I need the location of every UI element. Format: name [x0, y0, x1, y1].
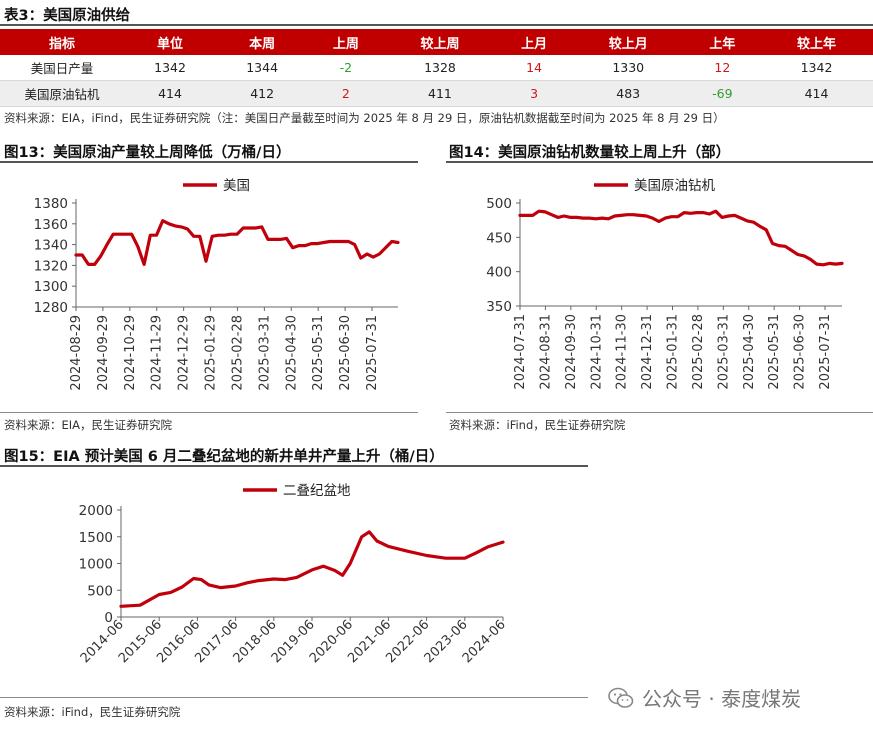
y-tick-label: 1280 — [34, 300, 68, 316]
header-last-year: 上年 — [684, 29, 760, 55]
table-cell: 3 — [496, 80, 572, 107]
fig15-bottom-rule — [0, 697, 588, 698]
series-line — [518, 209, 844, 267]
y-tick-label: 400 — [486, 265, 512, 281]
table-cell: 414 — [124, 80, 217, 107]
wechat-icon — [608, 687, 634, 708]
x-tick-label: 2024-12-29 — [177, 315, 192, 391]
x-tick-label: 2025-05-31 — [311, 315, 326, 391]
table-title: 表3：美国原油供给 — [4, 8, 131, 24]
x-tick-label: 2025-06-30 — [793, 314, 808, 390]
table-cell: 411 — [383, 80, 497, 107]
legend-label: 美国 — [223, 178, 250, 194]
y-tick-label: 450 — [486, 230, 512, 246]
x-tick-label: 2025-02-28 — [230, 315, 245, 391]
table-cell: 美国日产量 — [0, 55, 124, 81]
table-source: 资料来源：EIA，iFind，民生证券研究院（注：美国日产量截至时间为 2025… — [4, 111, 725, 125]
fig13-source: 资料来源：EIA，民生证券研究院 — [4, 418, 173, 432]
table-cell: -69 — [684, 80, 760, 107]
fig15-chart: 二叠纪盆地05001000150020002014-062015-062016-… — [78, 483, 509, 666]
x-tick-label: 2024-11-29 — [150, 315, 165, 391]
x-tick-label: 2024-12-31 — [640, 314, 655, 390]
table-row: 美国原油钻机 414 412 2 411 3 483 -69 414 — [0, 80, 873, 107]
fig14-chart: 美国原油钻机 350 400 450 500 2024-07-31 2024-08-31 20… — [486, 178, 844, 390]
table-cell: 483 — [571, 80, 685, 107]
x-tick-label: 2025-01-29 — [204, 315, 219, 391]
y-tick-label: 1500 — [79, 530, 113, 546]
y-tick-label: 1320 — [34, 258, 68, 274]
x-tick-label: 2024-11-30 — [615, 314, 630, 390]
table-header-row: 指标 单位 本周 上周 较上周 上月 较上月 上年 较上年 — [0, 29, 873, 55]
watermark: 公众号 · 泰度煤炭 — [608, 683, 801, 712]
x-tick-label: 2025-04-30 — [742, 314, 757, 390]
fig13-title-rule — [0, 161, 418, 163]
x-tick-label: 2025-03-31 — [716, 314, 731, 390]
x-tick-label: 2024-08-29 — [69, 315, 84, 391]
supply-table: 指标 单位 本周 上周 较上周 上月 较上月 上年 较上年 美国日产量 1342… — [0, 29, 873, 107]
y-tick-label: 2000 — [79, 503, 113, 519]
fig15-title-rule — [0, 465, 588, 467]
y-tick-label: 1360 — [34, 217, 68, 233]
x-tick-label: 2024-09-30 — [564, 314, 579, 390]
x-tick-label: 2025-02-28 — [691, 314, 706, 390]
y-tick-label: 0 — [104, 610, 113, 626]
table-cell: 412 — [216, 80, 309, 107]
table-cell: 1344 — [216, 55, 309, 81]
fig14-source: 资料来源：iFind，民生证券研究院 — [449, 418, 626, 432]
y-tick-label: 1340 — [34, 238, 68, 254]
table-cell: 美国原油钻机 — [0, 80, 124, 107]
x-tick-label: 2024-08-31 — [538, 314, 553, 390]
y-tick-label: 1380 — [34, 196, 68, 212]
x-tick-label: 2025-01-31 — [666, 314, 681, 390]
x-tick-label: 2025-05-31 — [767, 314, 782, 390]
watermark-text: 公众号 · 泰度煤炭 — [642, 687, 802, 711]
y-tick-label: 1300 — [34, 279, 68, 295]
x-tick-label: 2024-09-29 — [96, 315, 111, 391]
header-vs-last-month: 较上月 — [571, 29, 685, 55]
header-vs-last-week: 较上周 — [383, 29, 497, 55]
legend-label: 美国原油钻机 — [634, 178, 715, 194]
table-cell: 1330 — [571, 55, 685, 81]
table-cell: 1342 — [124, 55, 217, 81]
fig14-title-rule — [446, 161, 873, 163]
table-cell: 414 — [760, 80, 873, 107]
x-tick-label: 2024-07-31 — [513, 314, 528, 390]
y-tick-label: 1000 — [79, 557, 113, 573]
header-last-week: 上周 — [308, 29, 384, 55]
fig14-title: 图14：美国原油钻机数量较上周上升（部） — [449, 145, 731, 161]
x-tick-label: 2025-04-30 — [284, 315, 299, 391]
series-line — [74, 219, 400, 267]
y-tick-label: 350 — [486, 299, 512, 315]
fig15-source: 资料来源：iFind，民生证券研究院 — [4, 705, 181, 719]
y-tick-label: 500 — [87, 583, 113, 599]
header-this-week: 本周 — [216, 29, 309, 55]
x-tick-label: 2025-06-30 — [338, 315, 353, 391]
header-unit: 单位 — [124, 29, 217, 55]
table-cell: 14 — [496, 55, 572, 81]
x-tick-label: 2025-07-31 — [818, 314, 833, 390]
fig13-bottom-rule — [0, 412, 418, 413]
table-row: 美国日产量 1342 1344 -2 1328 14 1330 12 1342 — [0, 55, 873, 81]
fig13-chart: 美国 1280 1300 1320 1340 1360 1380 2024-08-29 2024… — [34, 178, 400, 391]
x-tick-label: 2024-10-31 — [589, 314, 604, 390]
table-cell: 2 — [308, 80, 384, 107]
table-cell: 1342 — [760, 55, 873, 81]
y-tick-label: 500 — [486, 196, 512, 212]
table-cell: 12 — [684, 55, 760, 81]
header-indicator: 指标 — [0, 29, 124, 55]
x-tick-label: 2025-07-31 — [365, 315, 380, 391]
fig14-bottom-rule — [446, 412, 873, 413]
legend-label: 二叠纪盆地 — [283, 483, 351, 499]
x-tick-label: 2025-03-31 — [257, 315, 272, 391]
x-tick-label: 2024-10-29 — [123, 315, 138, 391]
header-vs-last-year: 较上年 — [760, 29, 873, 55]
series-line — [119, 530, 505, 608]
header-last-month: 上月 — [496, 29, 572, 55]
fig15-title: 图15：EIA 预计美国 6 月二叠纪盆地的新井单井产量上升（桶/日） — [4, 449, 444, 465]
table-cell: -2 — [308, 55, 384, 81]
fig13-title: 图13：美国原油产量较上周降低（万桶/日） — [4, 145, 291, 161]
table-cell: 1328 — [383, 55, 497, 81]
title-rule — [0, 24, 873, 26]
